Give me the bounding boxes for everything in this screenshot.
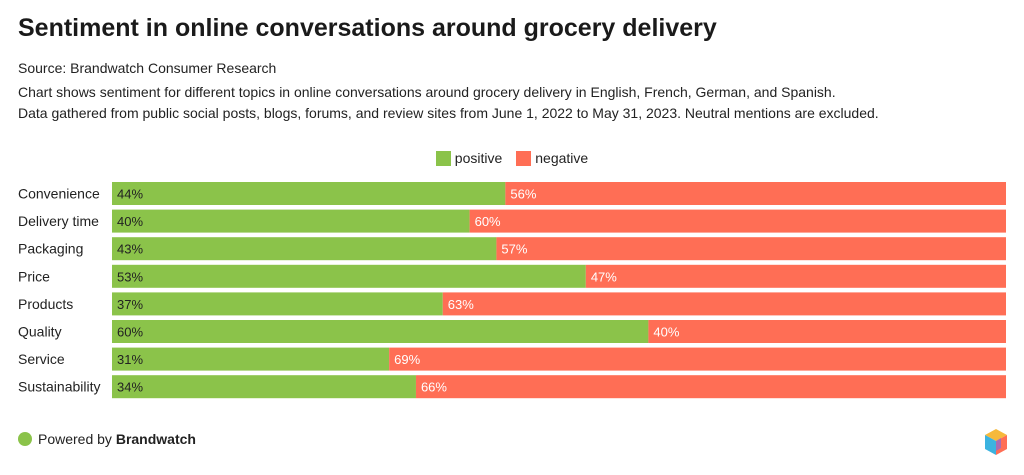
bar-negative-packaging xyxy=(496,237,1006,261)
description-line-1: Chart shows sentiment for different topi… xyxy=(18,84,836,100)
legend-swatch-positive xyxy=(435,150,451,166)
brandwatch-dot-icon xyxy=(18,432,32,446)
chart-title: Sentiment in online conversations around… xyxy=(18,14,717,42)
powered-by-text: Powered by Brandwatch xyxy=(38,431,196,447)
legend-label-positive: positive xyxy=(454,150,503,166)
data-label-positive-service: 31% xyxy=(117,352,143,367)
bar-negative-quality xyxy=(648,320,1006,343)
category-label-sustainability: Sustainability xyxy=(18,379,101,395)
data-label-positive-delivery-time: 40% xyxy=(117,214,143,229)
data-label-positive-convenience: 44% xyxy=(117,187,143,202)
legend-label-negative: negative xyxy=(535,150,589,166)
data-label-negative-convenience: 56% xyxy=(510,187,536,202)
bar-negative-delivery-time xyxy=(469,209,1007,233)
bar-negative-service xyxy=(389,347,1006,371)
data-label-negative-quality: 40% xyxy=(653,325,679,340)
bar-positive-price xyxy=(112,264,586,288)
data-label-positive-products: 37% xyxy=(117,297,143,312)
powered-by-prefix: Powered by xyxy=(38,431,116,447)
legend-item-positive[interactable]: positive xyxy=(435,150,503,166)
data-label-positive-packaging: 43% xyxy=(117,242,143,257)
data-label-positive-sustainability: 34% xyxy=(117,380,143,395)
source-text: Source: Brandwatch Consumer Research xyxy=(18,60,277,76)
bar-positive-sustainability xyxy=(112,375,416,399)
bar-positive-quality xyxy=(112,320,649,343)
bar-negative-sustainability xyxy=(415,375,1007,399)
data-label-positive-quality: 60% xyxy=(117,325,143,340)
chart-legend: positive negative xyxy=(0,150,1024,166)
data-label-negative-price: 47% xyxy=(591,269,617,284)
bar-negative-price xyxy=(585,264,1006,288)
chart-description: Chart shows sentiment for different topi… xyxy=(18,82,1008,124)
category-label-packaging: Packaging xyxy=(18,241,83,257)
bar-positive-delivery-time xyxy=(112,209,470,233)
data-label-negative-packaging: 57% xyxy=(501,242,527,257)
category-label-products: Products xyxy=(18,296,73,312)
bar-positive-products xyxy=(112,292,443,316)
description-line-2: Data gathered from public social posts, … xyxy=(18,105,879,121)
data-label-negative-products: 63% xyxy=(448,297,474,312)
powered-by-footer: Powered by Brandwatch xyxy=(18,431,196,447)
data-label-negative-delivery-time: 60% xyxy=(475,214,501,229)
category-label-convenience: Convenience xyxy=(18,186,100,202)
bar-positive-packaging xyxy=(112,237,497,261)
category-label-quality: Quality xyxy=(18,324,62,340)
category-label-service: Service xyxy=(18,351,65,367)
data-label-negative-sustainability: 66% xyxy=(421,380,447,395)
bar-positive-service xyxy=(112,347,390,371)
bar-negative-products xyxy=(442,292,1006,316)
legend-item-negative[interactable]: negative xyxy=(516,150,588,166)
powered-by-brand: Brandwatch xyxy=(115,431,196,447)
category-label-price: Price xyxy=(18,268,50,284)
category-label-delivery-time: Delivery time xyxy=(18,213,99,229)
data-label-negative-service: 69% xyxy=(394,352,420,367)
brandwatch-logo-icon[interactable] xyxy=(983,428,1009,456)
bar-positive-convenience xyxy=(112,182,506,205)
bar-negative-convenience xyxy=(505,182,1006,205)
data-label-positive-price: 53% xyxy=(117,269,143,284)
legend-swatch-negative xyxy=(516,150,532,166)
stacked-bar-chart: Convenience 44% 56% Delivery time 40% 60% Pack… xyxy=(18,182,1007,399)
